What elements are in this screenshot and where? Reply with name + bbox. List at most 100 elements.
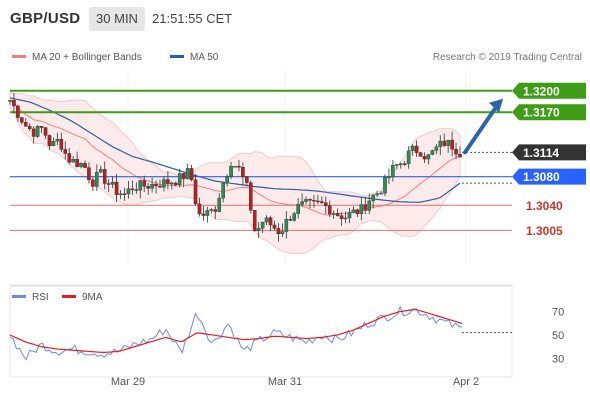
candle-body bbox=[170, 182, 174, 185]
candle-body bbox=[130, 188, 135, 191]
candle-body bbox=[197, 203, 202, 215]
candle-body bbox=[458, 153, 462, 158]
candle-body bbox=[280, 231, 285, 235]
candle-body bbox=[134, 189, 139, 191]
rsi-ma-swatch bbox=[62, 294, 76, 298]
candle-body bbox=[296, 204, 300, 214]
candle-body bbox=[395, 164, 399, 166]
candle-body bbox=[217, 197, 222, 212]
candle-body bbox=[23, 122, 28, 127]
candle-body bbox=[102, 169, 107, 184]
candle-body bbox=[248, 182, 253, 211]
candle-body bbox=[118, 193, 123, 195]
candle-body bbox=[387, 176, 391, 179]
candle-body bbox=[446, 139, 450, 146]
candle-body bbox=[355, 209, 360, 215]
legend-ma50: MA 50 bbox=[170, 52, 218, 63]
candle-body bbox=[327, 205, 332, 215]
candle-body bbox=[320, 201, 324, 203]
rsi-ma-legend-label: 9MA bbox=[82, 292, 103, 303]
candle-body bbox=[375, 193, 379, 196]
candle-body bbox=[347, 212, 352, 219]
x-tick-label: Mar 31 bbox=[268, 376, 302, 388]
level-label-support: 1.3040 bbox=[526, 199, 563, 213]
candle-body bbox=[20, 117, 24, 123]
rsi-legend-label: RSI bbox=[32, 292, 49, 303]
chart-header: GBP/USD 30 MIN 21:51:55 CET bbox=[0, 0, 590, 38]
rsi-tick-label: 50 bbox=[552, 330, 564, 342]
candle-body bbox=[288, 219, 293, 221]
level-tag-resistance bbox=[512, 104, 586, 121]
candle-body bbox=[379, 192, 383, 195]
candle-body bbox=[158, 185, 162, 188]
candle-body bbox=[16, 105, 20, 118]
rsi-ma-line bbox=[9, 308, 463, 354]
candle-body bbox=[304, 199, 308, 202]
candle-body bbox=[122, 193, 127, 195]
candle-body bbox=[335, 213, 340, 216]
candle-body bbox=[67, 153, 72, 163]
forecast-arrowhead bbox=[489, 98, 503, 113]
candle-body bbox=[323, 202, 328, 207]
candle-body bbox=[422, 156, 427, 160]
candle-body bbox=[27, 126, 32, 130]
candle-body bbox=[166, 179, 170, 184]
legend-rsi-ma: 9MA bbox=[62, 292, 103, 303]
candle-body bbox=[410, 145, 415, 151]
candle-body bbox=[79, 162, 83, 167]
candle-body bbox=[59, 138, 64, 150]
candle-body bbox=[308, 199, 312, 201]
candle-body bbox=[39, 126, 44, 128]
ma20-legend-label: MA 20 + Bollinger Bands bbox=[32, 52, 142, 63]
candle-body bbox=[233, 166, 237, 168]
candle-body bbox=[442, 140, 447, 146]
candle-body bbox=[438, 140, 443, 148]
candle-body bbox=[402, 163, 407, 165]
candle-body bbox=[300, 201, 304, 205]
ma50-legend-label: MA 50 bbox=[190, 52, 219, 63]
candle-body bbox=[91, 179, 95, 187]
level-tag-resistance bbox=[512, 82, 586, 99]
rsi-tick-label: 30 bbox=[552, 353, 564, 365]
candle-body bbox=[260, 221, 265, 229]
candle-body bbox=[221, 182, 225, 199]
candle-body bbox=[351, 209, 356, 213]
candle-body bbox=[47, 135, 52, 147]
copyright-text: Research © 2019 Trading Central bbox=[432, 52, 582, 63]
level-label-current: 1.3114 bbox=[523, 146, 559, 160]
candle-body bbox=[264, 217, 269, 223]
candle-body bbox=[229, 166, 233, 177]
candle-body bbox=[241, 167, 245, 178]
legend-ma20: MA 20 + Bollinger Bands bbox=[12, 52, 142, 63]
rsi-line bbox=[9, 305, 463, 361]
candle-body bbox=[343, 217, 348, 220]
x-tick-label: Mar 29 bbox=[111, 376, 145, 388]
rsi-panel-frame bbox=[9, 284, 513, 378]
candle-body bbox=[450, 139, 454, 150]
candle-body bbox=[209, 209, 214, 211]
candle-body bbox=[126, 188, 131, 195]
candle-body bbox=[83, 162, 87, 168]
candle-body bbox=[213, 209, 218, 212]
rsi-swatch bbox=[12, 294, 26, 298]
candle-body bbox=[205, 210, 210, 216]
candle-body bbox=[63, 149, 68, 154]
candle-body bbox=[367, 200, 372, 211]
candle-body bbox=[237, 166, 241, 168]
candle-body bbox=[12, 99, 16, 107]
candle-body bbox=[35, 126, 40, 137]
candle-body bbox=[284, 219, 289, 232]
forecast-arrow bbox=[463, 103, 499, 155]
candle-body bbox=[146, 186, 150, 189]
candle-body bbox=[8, 99, 12, 102]
candle-body bbox=[406, 150, 411, 165]
candle-body bbox=[173, 182, 178, 186]
clock-label: 21:51:55 CET bbox=[152, 11, 233, 26]
level-label-support: 1.3005 bbox=[526, 224, 563, 238]
candle-body bbox=[185, 168, 190, 180]
candle-body bbox=[177, 173, 182, 186]
symbol-label: GBP/USD bbox=[10, 10, 81, 27]
candle-body bbox=[51, 140, 56, 147]
timeframe-button[interactable]: 30 MIN bbox=[89, 7, 145, 31]
